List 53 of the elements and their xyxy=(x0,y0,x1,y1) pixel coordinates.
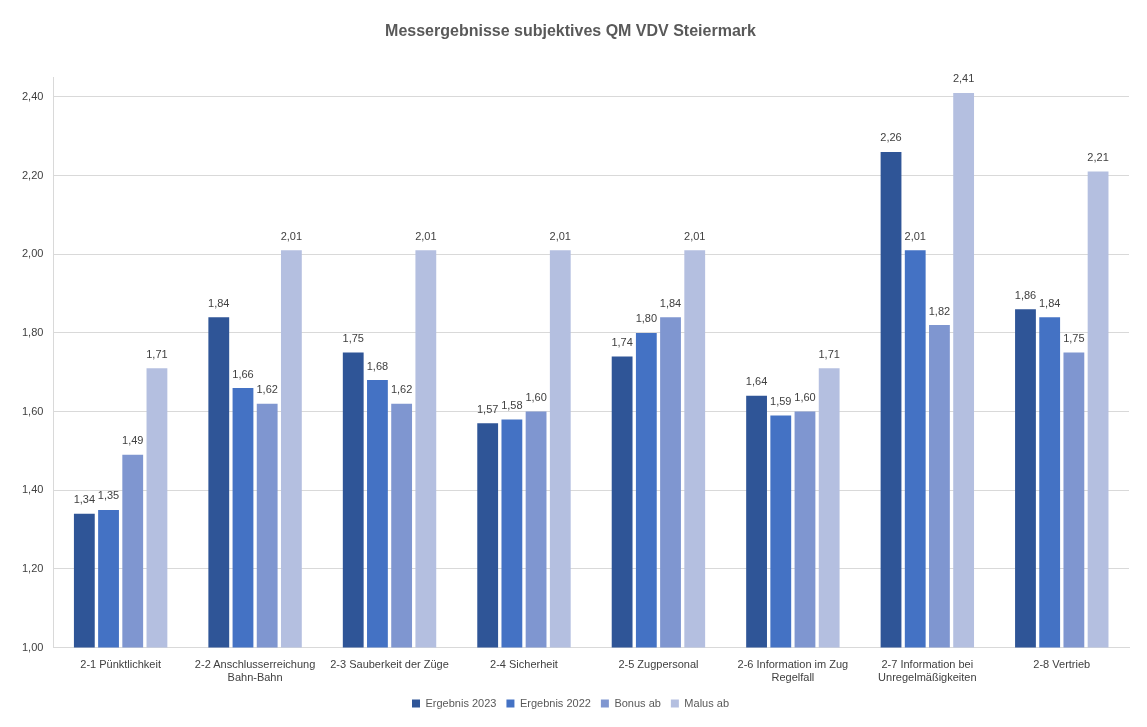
data-label: 1,59 xyxy=(770,395,792,408)
data-label: 1,66 xyxy=(232,367,254,380)
data-label: 1,64 xyxy=(745,375,768,388)
y-tick-label: 1,60 xyxy=(21,404,44,417)
legend-label: Ergebnis 2023 xyxy=(425,696,497,709)
y-tick-label: 1,40 xyxy=(21,483,44,496)
y-tick-label: 2,20 xyxy=(21,168,44,181)
x-tick-label: 2-3 Sauberkeit der Züge xyxy=(330,658,449,671)
y-tick-label: 1,00 xyxy=(21,640,44,653)
data-label: 1,60 xyxy=(794,391,816,404)
chart-title: Messergebnisse subjektives QM VDV Steiermark xyxy=(385,22,757,40)
legend-label: Ergebnis 2022 xyxy=(519,696,591,709)
data-label: 2,01 xyxy=(280,229,303,242)
x-tick-label: 2-7 Information bei Unregelmäßigkeiten xyxy=(878,658,977,684)
data-label: 2,01 xyxy=(684,229,706,242)
data-label: 1,71 xyxy=(818,347,840,360)
x-tick-label: 2-2 Anschlusserreichung Bahn-Bahn xyxy=(194,658,316,684)
y-tick-label: 1,80 xyxy=(21,325,44,338)
legend-label: Bonus ab xyxy=(614,696,661,709)
data-label: 1,62 xyxy=(256,383,278,396)
data-label: 2,41 xyxy=(952,72,975,85)
data-label: 1,35 xyxy=(97,489,120,502)
data-label: 1,84 xyxy=(659,296,682,309)
data-label: 1,74 xyxy=(611,336,633,349)
data-label: 1,62 xyxy=(390,383,413,396)
x-tick-label: 2-8 Vertrieb xyxy=(1033,658,1091,671)
data-label: 1,68 xyxy=(366,359,389,372)
data-label: 1,80 xyxy=(635,312,658,325)
data-label: 1,75 xyxy=(1063,332,1085,345)
x-tick-label: 2-6 Information im Zug Regelfall xyxy=(737,658,849,684)
y-tick-label: 2,00 xyxy=(21,247,44,260)
data-label: 2,01 xyxy=(549,229,571,242)
data-label: 1,84 xyxy=(1038,296,1061,309)
data-label: 1,58 xyxy=(501,398,523,411)
data-label: 2,01 xyxy=(904,229,926,242)
data-label: 1,60 xyxy=(525,391,547,404)
data-label: 1,71 xyxy=(146,347,168,360)
x-tick-label: 2-5 Zugpersonal xyxy=(618,658,699,671)
x-tick-label: 2-4 Sicherheit xyxy=(490,658,558,671)
data-label: 1,84 xyxy=(208,296,230,309)
data-label: 1,34 xyxy=(73,493,96,506)
legend-label: Malus ab xyxy=(684,696,730,709)
x-tick-label: 2-1 Pünktlichkeit xyxy=(80,658,161,671)
data-label: 2,26 xyxy=(880,131,902,144)
data-label: 1,75 xyxy=(342,332,364,345)
data-label: 1,57 xyxy=(476,402,499,415)
data-label: 1,82 xyxy=(928,304,951,317)
y-tick-label: 2,40 xyxy=(21,89,44,102)
data-label: 2,01 xyxy=(415,229,437,242)
data-label: 1,86 xyxy=(1014,288,1037,301)
data-label: 2,21 xyxy=(1087,151,1109,164)
data-label: 1,49 xyxy=(122,434,144,447)
y-tick-label: 1,20 xyxy=(21,561,44,574)
